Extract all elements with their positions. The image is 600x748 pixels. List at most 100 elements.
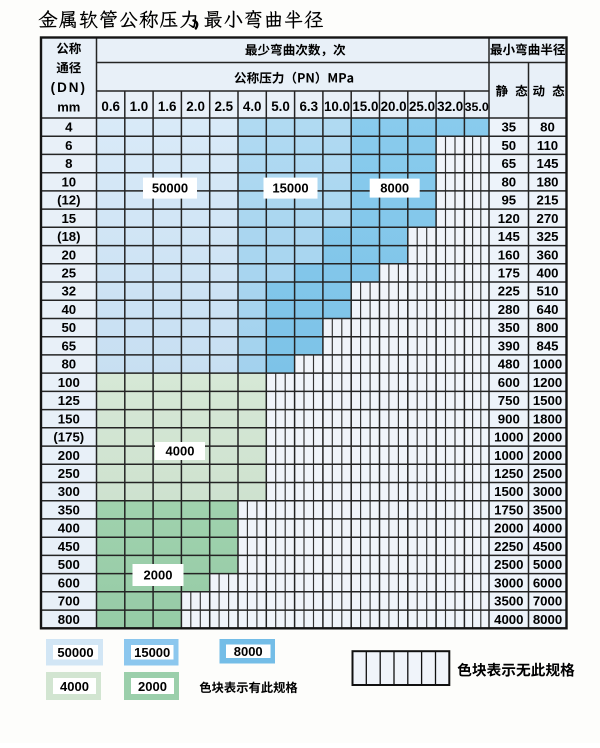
svg-text:225: 225	[498, 284, 520, 299]
svg-text:400: 400	[58, 521, 80, 536]
svg-text:5000: 5000	[533, 557, 562, 572]
svg-text:700: 700	[58, 594, 80, 609]
svg-text:8000: 8000	[533, 612, 562, 627]
svg-text:280: 280	[498, 302, 520, 317]
svg-text:4000: 4000	[533, 521, 562, 536]
svg-text:120: 120	[498, 211, 520, 226]
svg-text:600: 600	[498, 375, 520, 390]
svg-text:80: 80	[540, 120, 555, 135]
svg-text:180: 180	[536, 174, 558, 189]
svg-text:5.0: 5.0	[271, 99, 290, 114]
svg-text:3500: 3500	[533, 502, 562, 517]
svg-text:(18): (18)	[57, 229, 80, 244]
svg-text:20: 20	[61, 247, 76, 262]
svg-text:350: 350	[498, 320, 520, 335]
svg-text:10.0: 10.0	[324, 99, 350, 114]
svg-text:145: 145	[498, 229, 520, 244]
svg-text:4000: 4000	[494, 612, 523, 627]
svg-text:2500: 2500	[494, 557, 523, 572]
svg-text:175: 175	[498, 266, 520, 281]
svg-text:350: 350	[58, 502, 80, 517]
svg-text:35.0: 35.0	[465, 100, 489, 114]
svg-text:4.0: 4.0	[243, 99, 262, 114]
svg-text:215: 215	[536, 193, 558, 208]
svg-text:10: 10	[61, 174, 76, 189]
svg-text:270: 270	[536, 211, 558, 226]
svg-text:6: 6	[65, 138, 72, 153]
svg-text:32.0: 32.0	[437, 99, 463, 114]
svg-text:2.5: 2.5	[214, 99, 233, 114]
svg-text:8000: 8000	[234, 644, 263, 659]
svg-text:2.0: 2.0	[186, 99, 205, 114]
svg-text:125: 125	[58, 393, 80, 408]
svg-text:250: 250	[58, 466, 80, 481]
svg-text:1000: 1000	[533, 357, 562, 372]
svg-text:25.0: 25.0	[409, 99, 435, 114]
svg-text:1500: 1500	[533, 393, 562, 408]
svg-text:7000: 7000	[533, 594, 562, 609]
svg-text:50000: 50000	[152, 181, 188, 196]
svg-text:(12): (12)	[57, 193, 80, 208]
svg-text:390: 390	[498, 338, 520, 353]
svg-text:1200: 1200	[533, 375, 562, 390]
svg-text:1750: 1750	[494, 502, 523, 517]
svg-text:200: 200	[58, 448, 80, 463]
svg-text:8: 8	[65, 156, 72, 171]
svg-text:2000: 2000	[533, 448, 562, 463]
svg-text:500: 500	[58, 557, 80, 572]
svg-text:15.0: 15.0	[352, 99, 378, 114]
svg-text:150: 150	[58, 411, 80, 426]
svg-text:400: 400	[536, 266, 558, 281]
svg-text:40: 40	[61, 302, 76, 317]
svg-text:3000: 3000	[494, 575, 523, 590]
svg-text:900: 900	[498, 411, 520, 426]
svg-text:450: 450	[58, 539, 80, 554]
svg-text:50000: 50000	[57, 645, 93, 660]
svg-text:480: 480	[498, 357, 520, 372]
svg-text:2000: 2000	[144, 568, 173, 583]
svg-text:4000: 4000	[166, 444, 195, 459]
svg-text:95: 95	[501, 193, 516, 208]
svg-text:50: 50	[501, 138, 516, 153]
svg-text:20.0: 20.0	[381, 99, 407, 114]
svg-text:2000: 2000	[138, 679, 167, 694]
svg-text:1000: 1000	[494, 430, 523, 445]
svg-text:35: 35	[501, 120, 516, 135]
svg-text:3000: 3000	[533, 484, 562, 499]
svg-text:1500: 1500	[494, 484, 523, 499]
svg-text:600: 600	[58, 575, 80, 590]
svg-text:800: 800	[58, 612, 80, 627]
svg-text:1800: 1800	[533, 411, 562, 426]
svg-text:100: 100	[58, 375, 80, 390]
svg-text:(175): (175)	[53, 430, 84, 445]
svg-text:4500: 4500	[533, 539, 562, 554]
svg-text:110: 110	[537, 138, 558, 153]
svg-text:1000: 1000	[494, 448, 523, 463]
svg-text:510: 510	[536, 284, 558, 299]
svg-text:160: 160	[498, 247, 520, 262]
svg-text:1250: 1250	[494, 466, 523, 481]
svg-text:80: 80	[61, 357, 76, 372]
svg-text:2000: 2000	[533, 430, 562, 445]
svg-text:8000: 8000	[380, 181, 409, 196]
svg-text:325: 325	[536, 229, 558, 244]
svg-text:360: 360	[536, 247, 558, 262]
svg-text:15000: 15000	[272, 181, 308, 196]
svg-text:300: 300	[58, 484, 80, 499]
svg-text:80: 80	[501, 174, 516, 189]
svg-text:(DN): (DN)	[51, 80, 87, 95]
svg-text:4: 4	[65, 120, 73, 135]
svg-text:25: 25	[61, 266, 76, 281]
svg-text:mm: mm	[57, 100, 80, 115]
svg-text:0.6: 0.6	[101, 99, 120, 114]
svg-text:2500: 2500	[533, 466, 562, 481]
svg-text:6000: 6000	[533, 575, 562, 590]
svg-text:640: 640	[536, 302, 558, 317]
svg-text:4000: 4000	[60, 679, 89, 694]
svg-text:1.6: 1.6	[158, 99, 177, 114]
svg-text:65: 65	[501, 156, 516, 171]
svg-text:800: 800	[536, 320, 558, 335]
svg-text:2250: 2250	[494, 539, 523, 554]
svg-text:65: 65	[61, 338, 76, 353]
svg-text:750: 750	[498, 393, 520, 408]
